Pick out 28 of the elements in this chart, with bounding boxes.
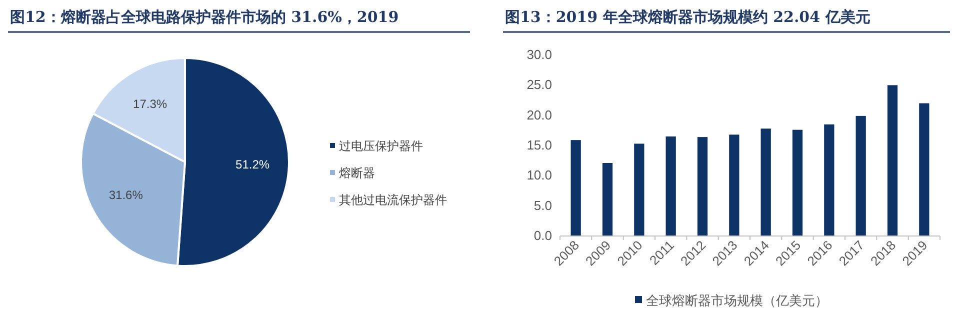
chart-title: 图12：熔断器占全球电路保护器件市场的 31.6%，2019 <box>10 8 399 26</box>
bar <box>729 134 740 236</box>
y-tick-label: 5.0 <box>534 198 552 213</box>
legend-label: 过电压保护器件 <box>339 139 423 153</box>
data-label: 51.2% <box>236 157 270 172</box>
bar <box>570 140 581 236</box>
y-tick-label: 0.0 <box>534 228 552 243</box>
y-tick-label: 30.0 <box>526 47 552 62</box>
bar <box>697 137 708 236</box>
chart-title: 图13：2019 年全球熔断器市场规模约 22.04 亿美元 <box>505 8 870 26</box>
bar <box>824 124 834 236</box>
data-label: 17.3% <box>133 97 168 112</box>
data-label: 31.6% <box>108 188 144 202</box>
y-tick-label: 25.0 <box>526 77 552 92</box>
y-tick-label: 15.0 <box>526 138 552 152</box>
bar <box>792 130 803 236</box>
legend-label: 熔断器 <box>339 166 375 180</box>
bar <box>856 116 866 236</box>
bar <box>919 103 930 236</box>
legend-label: 其他过电流保护器件 <box>339 193 447 207</box>
bar <box>760 128 771 236</box>
y-tick-label: 20.0 <box>526 107 552 122</box>
bar <box>634 144 644 236</box>
y-tick-label: 10.0 <box>526 168 552 183</box>
bar <box>887 85 898 236</box>
legend-label: 全球熔断器市场规模（亿美元） <box>646 293 828 308</box>
bar <box>602 162 613 236</box>
bar <box>666 136 676 236</box>
